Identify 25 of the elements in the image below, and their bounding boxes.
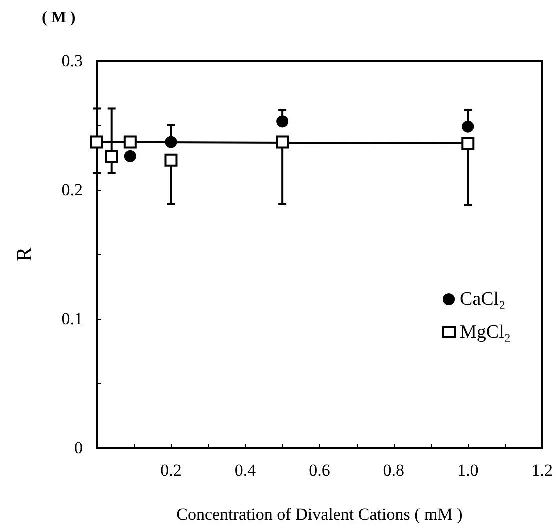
x-tick-label: 1.2 (532, 461, 553, 480)
point (124, 136, 137, 149)
point (462, 120, 474, 133)
point (105, 150, 118, 163)
point (165, 136, 178, 148)
point (90, 136, 104, 149)
point (124, 150, 136, 162)
x-tick-label: 0.2 (160, 461, 182, 480)
x-tick-label: 0.8 (383, 461, 405, 480)
legend-label: MgCl₂ (460, 322, 512, 343)
y-tick-label: 0 (74, 438, 83, 458)
x-axis-title: Concentration of Divalent Cations ( mM ) (176, 505, 463, 524)
x-tick-label: 1.0 (458, 461, 479, 480)
x-tick-label: 0.4 (234, 461, 257, 480)
point (276, 136, 290, 149)
y-tick-label: 0.1 (62, 310, 83, 328)
legend-label: CaCl₂ (460, 289, 506, 310)
x-tick-label: 0.6 (309, 461, 330, 480)
y-axis-title: R (12, 246, 36, 262)
text: ( M ) (42, 10, 76, 26)
point (164, 154, 178, 167)
y-tick-label: 0.2 (62, 180, 83, 200)
point (276, 116, 289, 128)
y-tick-label: 0.3 (62, 52, 83, 70)
point (462, 137, 475, 150)
